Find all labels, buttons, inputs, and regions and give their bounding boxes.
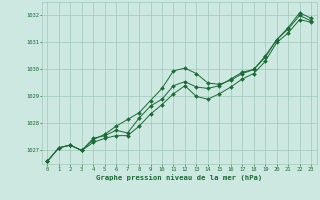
X-axis label: Graphe pression niveau de la mer (hPa): Graphe pression niveau de la mer (hPa) — [96, 174, 262, 181]
